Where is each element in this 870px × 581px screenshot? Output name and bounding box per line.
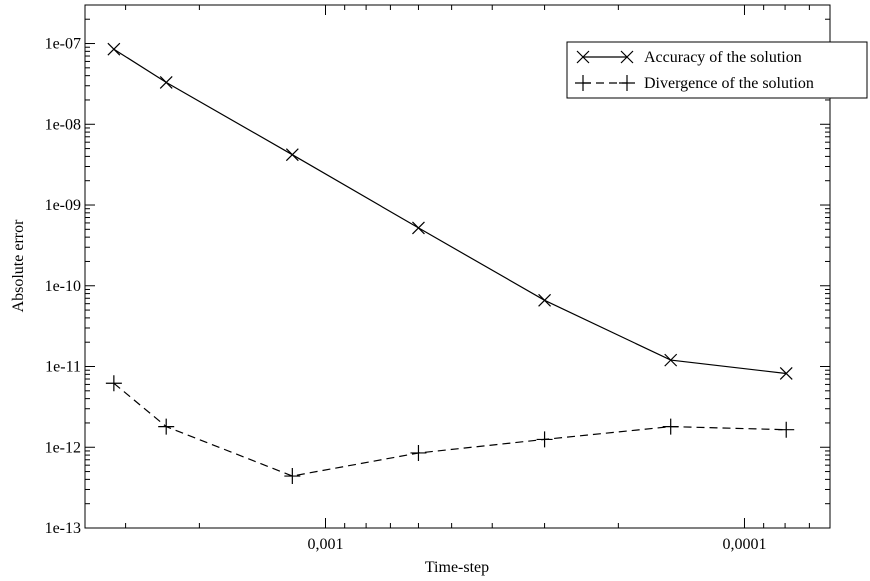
plot-frame [84,4,831,529]
legend-label-divergence: Divergence of the solution [644,75,814,92]
x-marker-series-0 [412,221,425,235]
y-tick-label: 1e-11 [45,359,81,376]
y-tick-label: 1e-08 [45,116,81,133]
y-tick-label: 1e-09 [45,197,81,214]
plus-marker-series-1 [778,421,795,438]
plus-marker-series-1 [662,418,679,435]
series-line-1 [113,382,787,477]
y-tick-label: 1e-12 [45,439,81,456]
legend-marker-divergence [575,75,635,91]
legend-label-accuracy: Accuracy of the solution [644,49,802,66]
x-tick-label: 0,0001 [722,536,766,553]
x-marker-series-0 [107,42,121,56]
plus-marker-series-1 [105,375,122,392]
x-marker-series-0 [538,293,552,307]
plus-marker-series-1 [410,444,427,461]
legend: Accuracy of the solution Divergence of t… [566,41,868,99]
x-marker-series-0 [664,353,678,367]
plus-marker-series-1 [536,431,553,448]
x-tick-label: 0,001 [308,536,344,553]
legend-box [566,41,868,99]
plus-marker-series-1 [284,468,301,485]
y-tick-label: 1e-10 [45,278,81,295]
plus-marker-series-1 [158,418,175,435]
x-axis-label: Time-step [425,559,489,576]
x-marker-series-0 [779,367,793,380]
y-axis-label: Absolute error [10,219,27,313]
y-tick-label: 1e-07 [45,36,81,53]
y-tick-label: 1e-13 [45,520,81,537]
legend-marker-accuracy [576,50,634,64]
x-marker-series-0 [285,148,299,162]
x-marker-series-0 [159,75,173,89]
